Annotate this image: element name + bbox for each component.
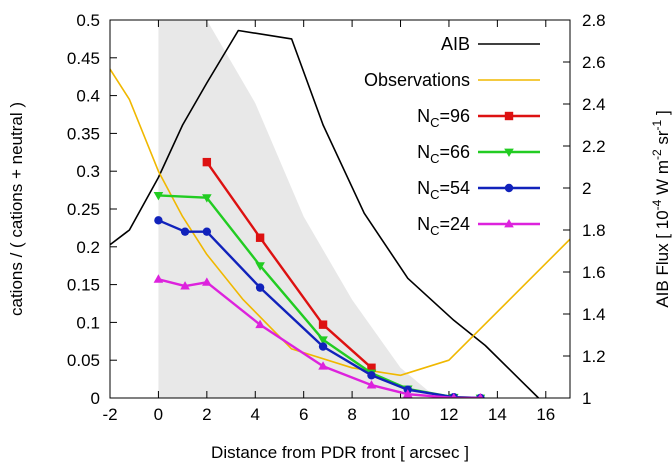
y2-tick-label: 2.8: [582, 11, 606, 30]
legend-label: NC=66: [417, 142, 470, 166]
y2-tick-label: 1.8: [582, 221, 606, 240]
data-point: [202, 277, 212, 286]
y2-label-part3: sr: [653, 130, 672, 149]
y-tick-label: 0: [91, 389, 100, 408]
legend-entry: NC=24: [417, 214, 540, 238]
shaded-band-layer: [158, 20, 437, 398]
data-point: [367, 371, 376, 380]
data-point: [202, 194, 212, 203]
data-point: [318, 361, 328, 370]
data-point: [180, 281, 190, 290]
x-axis-label: Distance from PDR front [ arcsec ]: [211, 443, 469, 462]
data-point: [367, 363, 376, 372]
data-point: [318, 342, 328, 351]
y-tick-label: 0.1: [76, 313, 100, 332]
series-layer: [110, 29, 570, 398]
y2-label-part2: W m: [653, 160, 672, 200]
x-tick-label: 4: [251, 405, 260, 424]
x-tick-label: 12: [439, 405, 458, 424]
data-point: [255, 262, 265, 271]
x-tick-label: 10: [391, 405, 410, 424]
data-point: [154, 216, 163, 225]
y-axis-label: cations / ( cations + neutral ): [7, 102, 26, 316]
series-5: [153, 274, 484, 398]
data-point: [318, 336, 328, 345]
legend: AIB Observations NC=96 NC=66 NC=54 NC=24: [364, 34, 540, 238]
y-tick-label: 0.35: [67, 124, 100, 143]
series-line: [110, 68, 570, 377]
legend-label: NC=96: [417, 106, 470, 130]
data-point: [153, 274, 164, 283]
legend-entry: NC=96: [417, 106, 540, 130]
legend-label: Observations: [364, 70, 470, 90]
data-point: [255, 233, 265, 242]
legend-entry: Observations: [364, 70, 540, 90]
x-tick-label: 8: [347, 405, 356, 424]
y2-label-exp3: -1: [650, 119, 664, 130]
data-point: [402, 389, 413, 398]
y-tick-label: 0.05: [67, 351, 100, 370]
y2-label-part4: ]: [653, 110, 672, 119]
y2-tick-label: 2.2: [582, 137, 606, 156]
y2-label-exp1: -4: [650, 199, 664, 210]
data-point: [318, 320, 328, 329]
y-tick-label: 0.45: [67, 49, 100, 68]
data-point: [450, 393, 457, 398]
series-4: [154, 216, 485, 398]
data-point: [153, 191, 164, 201]
data-point: [255, 319, 265, 329]
y2-tick-label: 1.2: [582, 347, 606, 366]
legend-entry: NC=66: [417, 142, 540, 166]
y-tick-label: 0.2: [76, 238, 100, 257]
y2-axis-label: AIB Flux [ 10-4 W m-2 sr-1 ]: [650, 110, 672, 307]
series-2: [202, 157, 376, 372]
series-line: [110, 29, 540, 398]
y2-tick-label: 2.6: [582, 53, 606, 72]
y2-tick-label: 2.4: [582, 95, 606, 114]
series-1: [110, 68, 570, 377]
y-tick-label: 0.4: [76, 87, 100, 106]
y2-tick-label: 2: [582, 179, 591, 198]
y-tick-label: 0.5: [76, 11, 100, 30]
y-tick-label: 0.15: [67, 276, 100, 295]
legend-marker: [504, 219, 514, 228]
data-point: [202, 227, 212, 236]
data-point: [180, 227, 190, 236]
x-tick-label: 2: [202, 405, 211, 424]
legend-label: AIB: [441, 34, 470, 54]
data-point: [366, 380, 377, 389]
y2-label-part1: AIB Flux [ 10: [653, 210, 672, 307]
legend-label: NC=54: [417, 178, 470, 202]
series-0: [110, 29, 540, 398]
tick-labels: -2 0 2 4 6 8 10 12 14 1600.050.10.150.20.250.30.3…: [67, 11, 606, 424]
data-point: [202, 157, 212, 167]
y-tick-label: 0.3: [76, 162, 100, 181]
series-line: [205, 161, 373, 369]
y2-tick-label: 1: [582, 389, 591, 408]
y2-tick-label: 1.6: [582, 263, 606, 282]
legend-marker: [504, 148, 514, 157]
y-tick-label: 0.25: [67, 200, 100, 219]
legend-label: NC=24: [417, 214, 470, 238]
legend-entry: NC=54: [417, 178, 540, 202]
legend-marker: [504, 111, 514, 121]
y2-label-exp2: -2: [650, 149, 664, 160]
shaded-uncertainty-band: [158, 20, 437, 398]
legend-marker: [504, 183, 514, 193]
y2-tick-label: 1.4: [582, 305, 606, 324]
x-tick-label: -2: [102, 405, 117, 424]
legend-entry: AIB: [441, 34, 540, 54]
x-tick-label: 0: [154, 405, 163, 424]
x-tick-label: 6: [299, 405, 308, 424]
x-tick-label: 16: [536, 405, 555, 424]
plot-frame: [109, 19, 571, 399]
data-point: [255, 283, 265, 292]
data-point: [477, 393, 484, 398]
x-tick-label: 14: [488, 405, 507, 424]
